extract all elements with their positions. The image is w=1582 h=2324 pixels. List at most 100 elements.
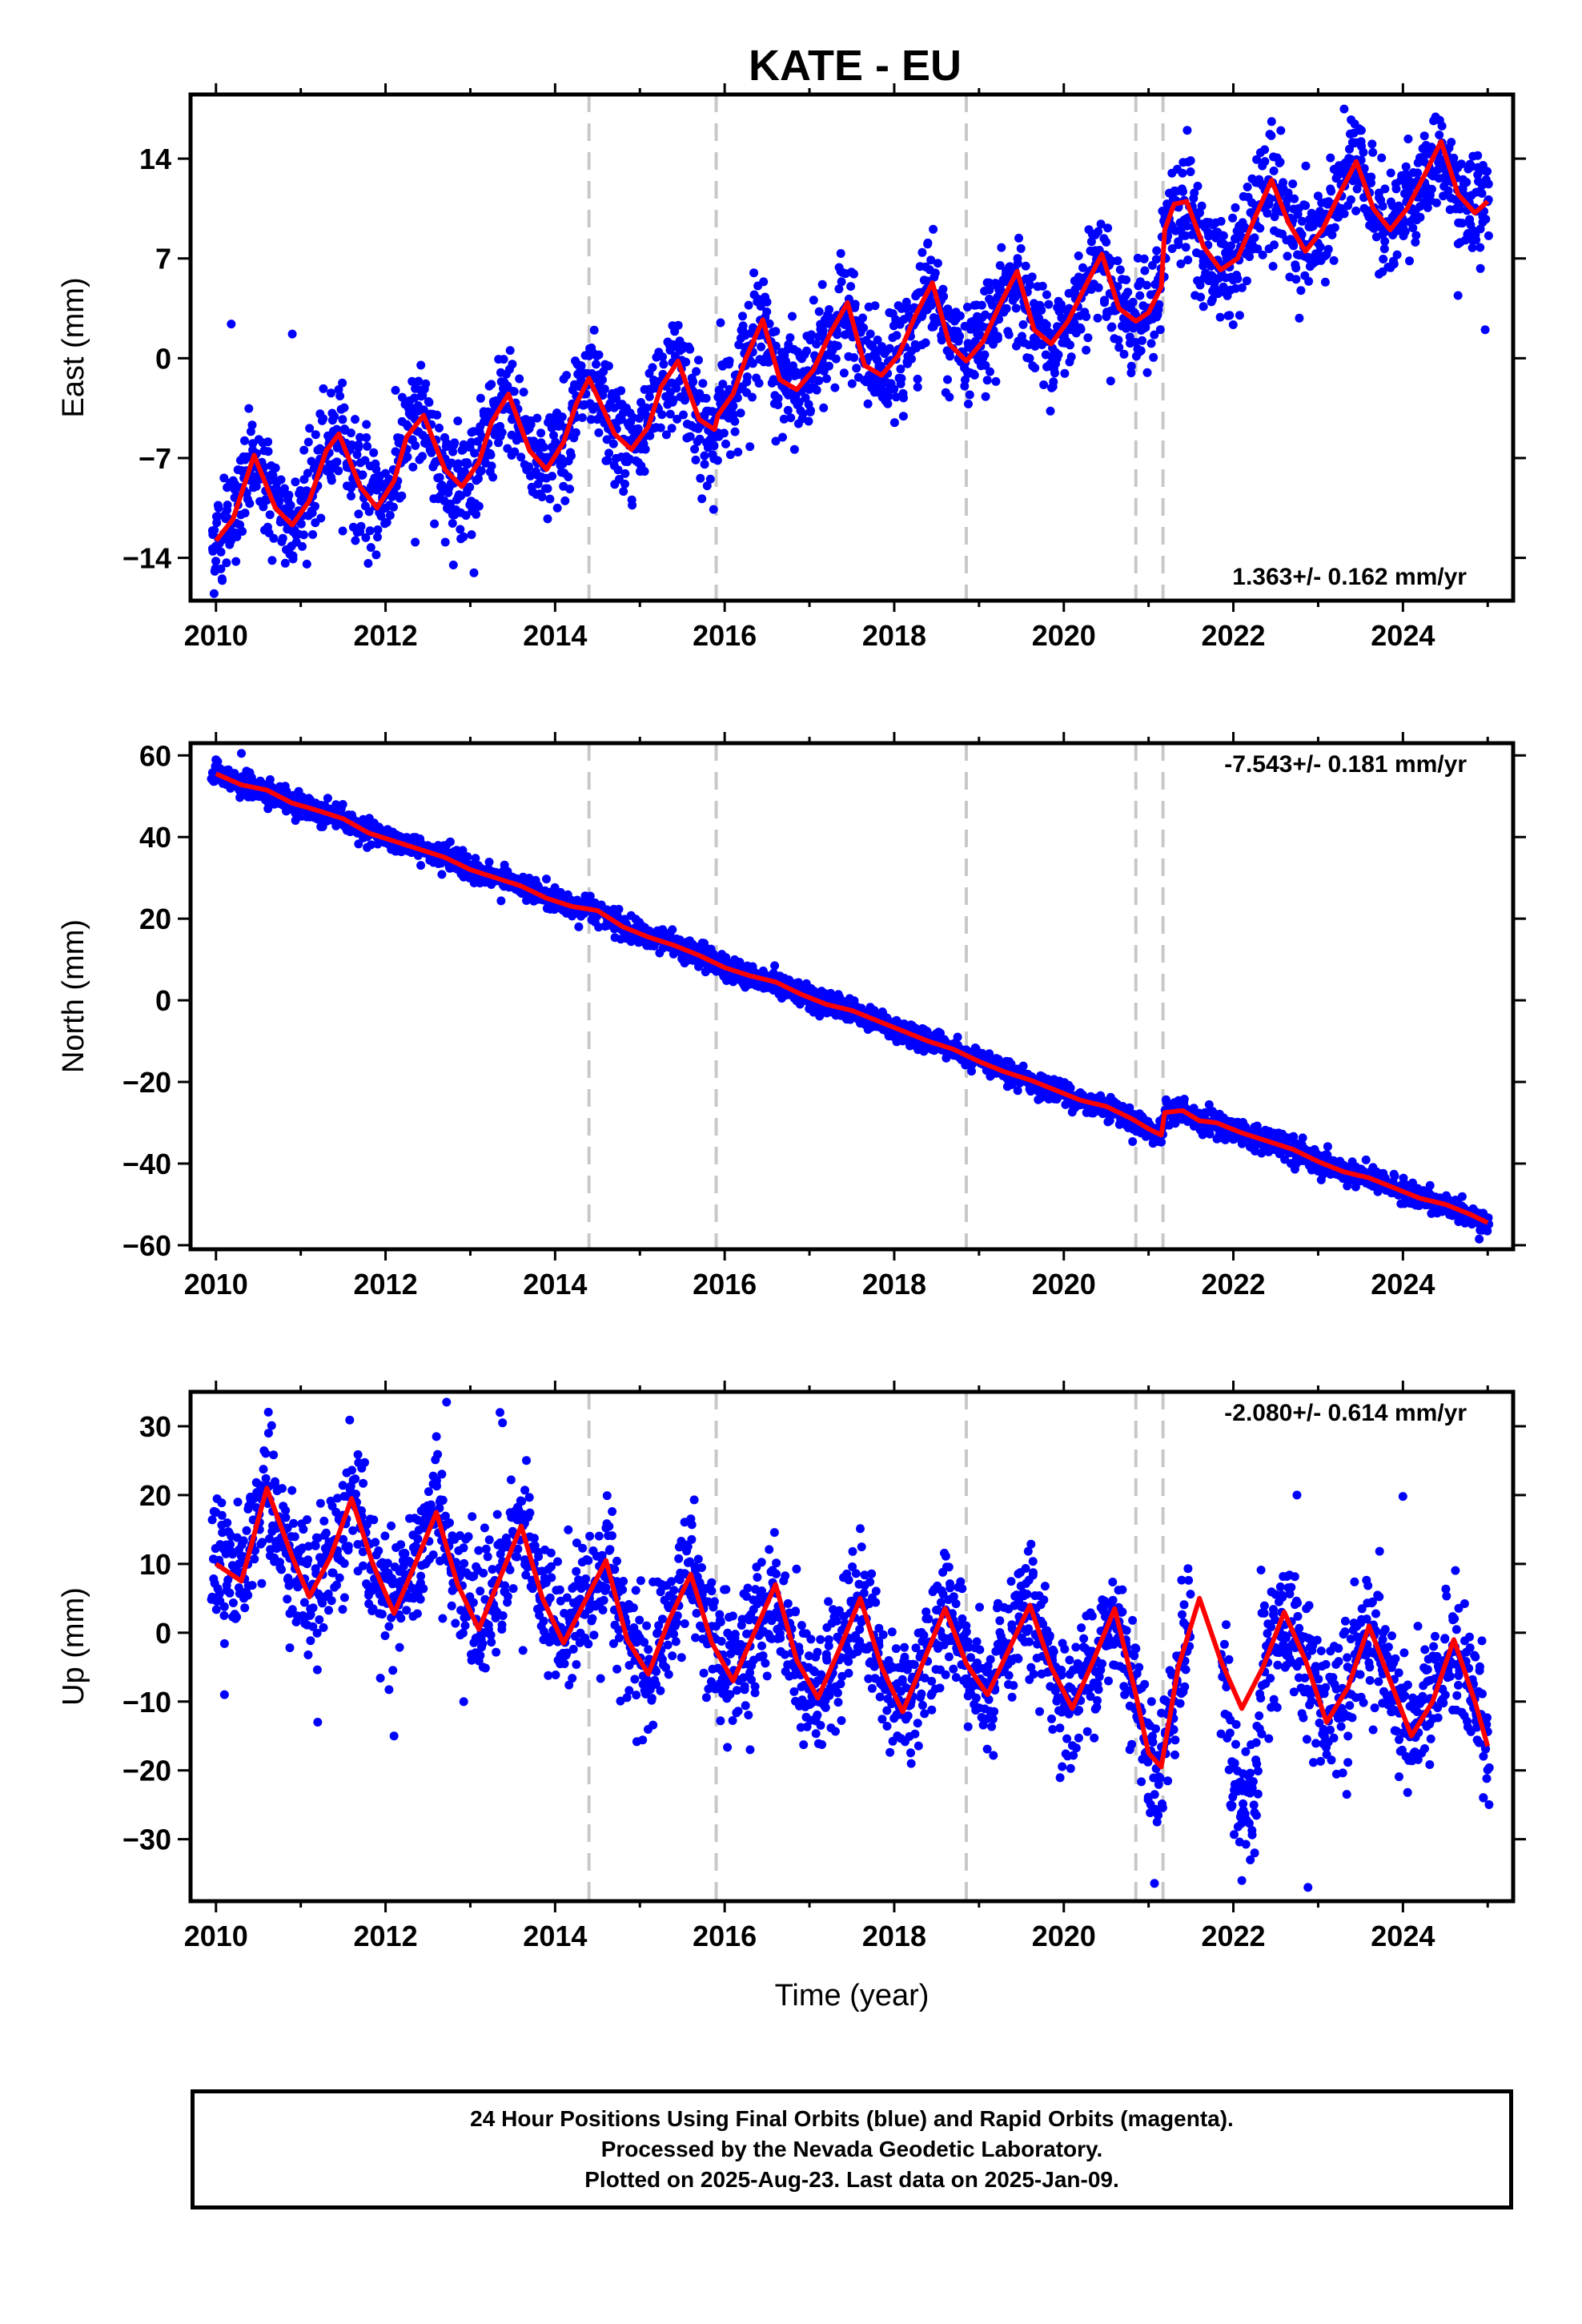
data-point bbox=[1139, 254, 1149, 263]
data-point bbox=[850, 300, 860, 309]
data-point bbox=[1219, 231, 1228, 240]
data-point bbox=[358, 470, 367, 480]
data-point bbox=[1181, 243, 1191, 252]
data-point bbox=[1176, 259, 1186, 268]
data-point bbox=[1114, 343, 1124, 352]
data-point bbox=[825, 305, 834, 314]
data-point bbox=[510, 447, 520, 456]
data-point bbox=[849, 353, 859, 362]
x-tick-label: 2014 bbox=[523, 619, 587, 652]
data-point bbox=[263, 804, 273, 814]
data-point bbox=[619, 487, 628, 497]
data-point bbox=[598, 375, 607, 384]
data-point bbox=[742, 372, 752, 381]
data-point bbox=[354, 839, 363, 849]
data-point bbox=[347, 491, 355, 501]
data-point bbox=[1215, 312, 1225, 322]
data-point bbox=[701, 393, 711, 403]
data-point bbox=[965, 390, 974, 400]
x-tick-label: 2010 bbox=[184, 619, 248, 652]
data-point bbox=[1182, 221, 1192, 231]
data-point-outlier bbox=[448, 560, 458, 569]
data-point bbox=[1295, 313, 1304, 323]
data-point bbox=[1283, 251, 1292, 261]
data-point bbox=[1225, 311, 1235, 320]
north-panel: 2010 2012 2014 2016 2018 2020 2022 2024−60−40−2… bbox=[57, 732, 1526, 1301]
data-point bbox=[291, 477, 300, 487]
data-point bbox=[440, 537, 450, 547]
data-point bbox=[487, 461, 496, 471]
data-point bbox=[1473, 151, 1483, 160]
data-point bbox=[589, 325, 599, 335]
data-point bbox=[964, 400, 973, 408]
data-point bbox=[885, 344, 894, 353]
data-point bbox=[1255, 223, 1265, 233]
data-point bbox=[1182, 126, 1192, 135]
data-point bbox=[1379, 255, 1388, 263]
data-point bbox=[1437, 121, 1447, 131]
data-point bbox=[847, 379, 857, 388]
data-point bbox=[685, 344, 695, 354]
data-point bbox=[437, 870, 447, 879]
data-point bbox=[1275, 157, 1285, 167]
data-point bbox=[636, 398, 645, 407]
data-point bbox=[545, 494, 555, 504]
east-model-curve bbox=[214, 139, 1490, 543]
data-point bbox=[472, 509, 481, 519]
data-point bbox=[1380, 184, 1390, 194]
data-point bbox=[354, 443, 363, 452]
data-point bbox=[1323, 1142, 1332, 1152]
data-point bbox=[898, 412, 908, 421]
data-point bbox=[709, 505, 718, 514]
data-point bbox=[836, 249, 845, 258]
data-point bbox=[1359, 163, 1369, 173]
data-point bbox=[209, 589, 219, 598]
data-point bbox=[1103, 223, 1113, 233]
data-point bbox=[981, 310, 990, 320]
data-point bbox=[1270, 240, 1279, 250]
data-point bbox=[461, 511, 471, 521]
data-point bbox=[435, 472, 444, 482]
data-point bbox=[536, 428, 546, 438]
data-point bbox=[1389, 259, 1399, 269]
data-point bbox=[748, 359, 757, 368]
data-point bbox=[371, 464, 381, 474]
data-point bbox=[781, 356, 791, 366]
data-point bbox=[718, 380, 728, 389]
data-point bbox=[771, 341, 781, 351]
data-point bbox=[748, 392, 757, 402]
data-point bbox=[1235, 311, 1244, 320]
data-point bbox=[690, 444, 700, 454]
data-point bbox=[1403, 135, 1413, 143]
data-point bbox=[773, 400, 783, 409]
data-point bbox=[1142, 280, 1151, 290]
data-point bbox=[834, 284, 844, 294]
data-point bbox=[562, 371, 572, 380]
data-point bbox=[970, 370, 979, 380]
data-point bbox=[907, 354, 916, 364]
data-point bbox=[231, 557, 241, 566]
data-point bbox=[1250, 233, 1259, 243]
data-point bbox=[1106, 376, 1115, 386]
data-point bbox=[245, 499, 255, 509]
data-point bbox=[694, 356, 703, 365]
data-point bbox=[459, 532, 468, 541]
data-point bbox=[604, 361, 613, 371]
data-point bbox=[435, 424, 444, 432]
data-point bbox=[1018, 1061, 1028, 1071]
data-point bbox=[672, 384, 681, 393]
north-data-points bbox=[207, 749, 1494, 1244]
data-point bbox=[1399, 1173, 1408, 1183]
data-point bbox=[456, 525, 465, 534]
data-point bbox=[1013, 259, 1022, 268]
data-point bbox=[271, 463, 280, 472]
data-point bbox=[977, 300, 986, 310]
data-point bbox=[1473, 170, 1483, 179]
data-point bbox=[537, 493, 547, 501]
data-point bbox=[1228, 320, 1238, 329]
data-point bbox=[1368, 147, 1378, 157]
data-point bbox=[1094, 227, 1103, 236]
data-point bbox=[831, 354, 841, 364]
data-point bbox=[1329, 255, 1339, 265]
data-point bbox=[1174, 237, 1183, 247]
